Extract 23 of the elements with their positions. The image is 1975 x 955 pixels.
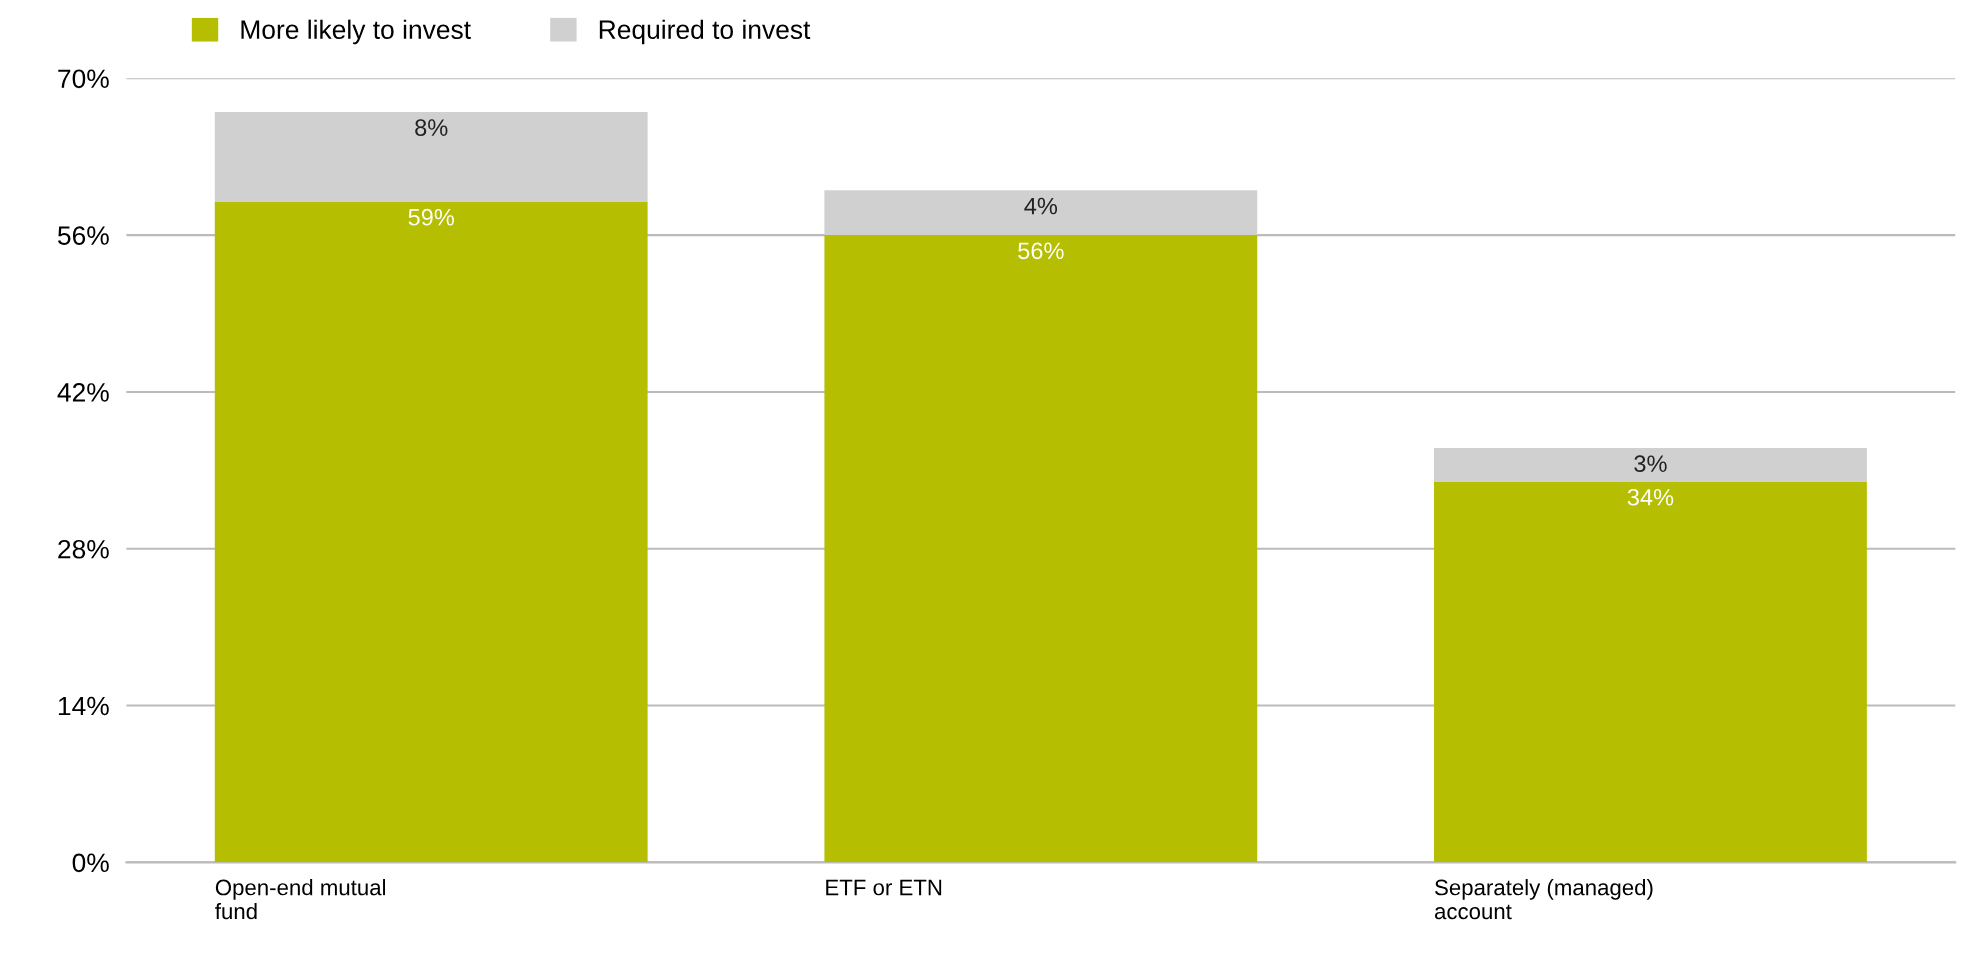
data-label: 8% [415, 119, 448, 136]
bar [1434, 481, 1867, 863]
legend-label: Required to invest [599, 19, 811, 45]
x-tick-label: Open-end mutual fund [215, 879, 386, 920]
bar [824, 235, 1258, 863]
x-tick-label: ETF or ETN [826, 879, 942, 896]
data-label: 4% [1024, 197, 1058, 215]
bar [824, 190, 1258, 236]
bar [214, 111, 648, 202]
legend-label: More likely to invest [241, 19, 471, 45]
bar [1434, 447, 1867, 482]
y-tick-label: 56% [57, 226, 109, 245]
data-label: 56% [1018, 242, 1064, 260]
y-tick-label: 0% [72, 853, 109, 873]
x-tick-label: Separately (managed) account [1434, 879, 1653, 920]
data-label: 59% [408, 208, 454, 226]
y-tick-label: 28% [58, 539, 109, 559]
data-label: 3% [1634, 455, 1667, 472]
bar [214, 201, 648, 863]
y-tick-label: 42% [57, 383, 109, 402]
y-tick-label: 14% [58, 696, 109, 716]
y-tick-label: 70% [58, 69, 109, 89]
data-label: 34% [1627, 488, 1674, 506]
